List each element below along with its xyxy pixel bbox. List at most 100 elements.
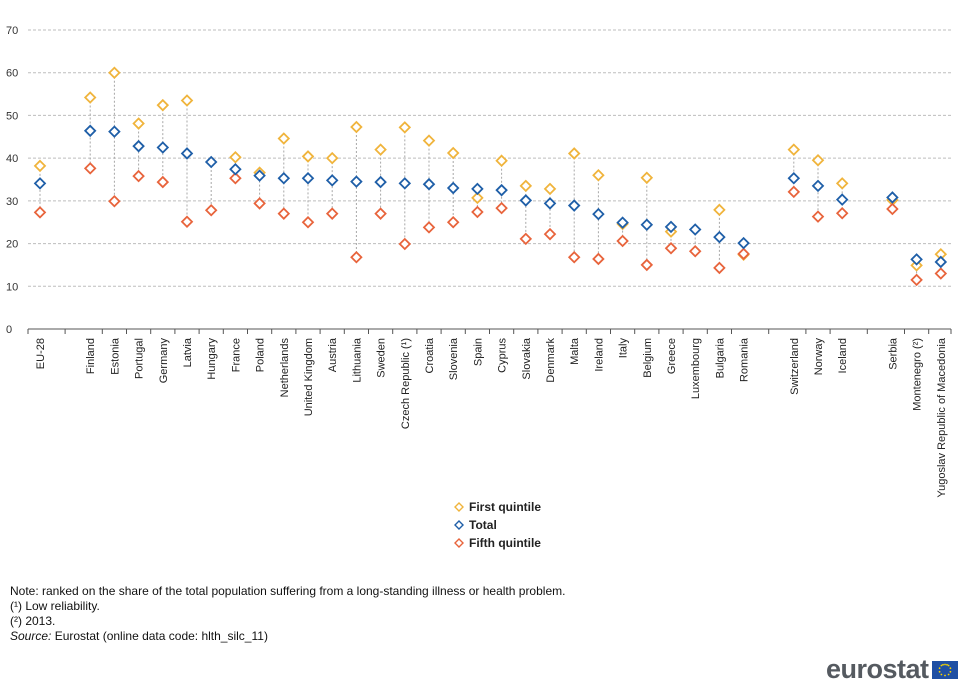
point-first-quintile-belgium — [640, 171, 654, 185]
point-total-belgium — [640, 218, 654, 232]
point-total-greece — [664, 220, 678, 234]
point-first-quintile-cyprus — [495, 154, 508, 167]
point-fifth-quintile-serbia — [886, 202, 899, 216]
point-total-finland — [83, 124, 97, 138]
x-tick-label-czech-republic: Czech Republic (¹) — [400, 338, 412, 429]
point-total-cyprus — [495, 183, 508, 197]
point-total-lithuania — [350, 175, 363, 188]
point-first-quintile-slovenia — [446, 146, 460, 160]
y-tick-label-50: 50 — [6, 110, 18, 122]
chart-notes: Note: ranked on the share of the total p… — [10, 584, 565, 644]
note-low-reliability: (¹) Low reliability. — [10, 599, 100, 613]
point-fifth-quintile-denmark — [543, 227, 557, 241]
x-tick-label-spain: Spain — [472, 338, 484, 366]
point-fifth-quintile-italy — [616, 234, 629, 248]
point-first-quintile-bulgaria — [713, 203, 726, 217]
point-fifth-quintile-bulgaria — [713, 261, 726, 275]
x-tick-label-ireland: Ireland — [593, 338, 605, 372]
point-first-quintile-slovakia — [519, 179, 533, 193]
y-tick-label-60: 60 — [6, 68, 18, 80]
x-tick-label-norway: Norway — [813, 338, 825, 376]
point-fifth-quintile-lithuania — [350, 250, 363, 264]
point-first-quintile-czech-republic — [398, 121, 412, 134]
diamond-icon — [454, 538, 464, 548]
point-total-sweden — [374, 175, 387, 189]
x-tick-label-greece: Greece — [666, 338, 678, 374]
point-fifth-quintile-greece — [664, 241, 678, 255]
point-fifth-quintile-france — [229, 171, 242, 185]
point-fifth-quintile-croatia — [422, 221, 436, 234]
note-source: Source: Eurostat (online data code: hlth… — [10, 629, 565, 644]
point-fifth-quintile-spain — [471, 205, 484, 219]
point-first-quintile-latvia — [180, 94, 194, 107]
x-tick-label-netherlands: Netherlands — [279, 338, 291, 398]
point-total-switzerland — [787, 171, 801, 185]
point-first-quintile-malta — [567, 147, 581, 160]
point-total-ireland — [592, 207, 605, 221]
point-total-bulgaria — [713, 230, 726, 244]
range-lines — [39, 72, 942, 280]
point-total-latvia — [180, 147, 194, 160]
point-total-slovakia — [519, 194, 533, 207]
x-tick-label-united-kingdom: United Kingdom — [303, 338, 315, 416]
x-tick-label-estonia: Estonia — [109, 337, 121, 375]
point-total-iceland — [835, 193, 849, 206]
legend-item-total: Total — [454, 516, 541, 534]
eu-flag-icon — [931, 660, 958, 679]
x-tick-label-slovenia: Slovenia — [448, 337, 460, 380]
point-first-quintile-iceland — [835, 177, 849, 190]
x-tick-label-italy: Italy — [618, 338, 630, 359]
point-fifth-quintile-switzerland — [787, 185, 801, 199]
point-total-austria — [325, 174, 339, 187]
point-fifth-quintile-ireland — [592, 252, 605, 266]
point-first-quintile-germany — [156, 98, 170, 112]
point-total-netherlands — [277, 171, 291, 185]
point-fifth-quintile-netherlands — [277, 207, 291, 220]
point-fifth-quintile-eu-28 — [33, 206, 47, 219]
point-fifth-quintile-luxembourg — [688, 244, 702, 258]
point-total-malta — [567, 199, 581, 212]
point-first-quintile-spain — [471, 191, 484, 205]
point-first-quintile-switzerland — [787, 143, 801, 156]
point-total-italy — [616, 216, 629, 229]
gridlines — [27, 29, 952, 334]
y-tick-label-10: 10 — [6, 281, 18, 293]
y-tick-label-70: 70 — [6, 25, 18, 37]
point-fifth-quintile-slovenia — [446, 215, 460, 229]
point-fifth-quintile-united-kingdom — [301, 215, 315, 229]
point-fifth-quintile-czech-republic — [398, 237, 412, 251]
point-total-luxembourg — [688, 223, 702, 236]
point-fifth-quintile-belgium — [640, 258, 654, 272]
y-tick-label-0: 0 — [6, 324, 12, 336]
x-tick-label-malta: Malta — [569, 337, 581, 365]
diamond-icon — [454, 520, 464, 530]
x-tick-label-latvia: Latvia — [182, 337, 194, 367]
y-tick-label-30: 30 — [6, 196, 18, 208]
x-tick-label-lithuania: Lithuania — [351, 337, 363, 383]
point-first-quintile-portugal — [132, 117, 145, 130]
point-first-quintile-united-kingdom — [301, 150, 315, 163]
point-fifth-quintile-hungary — [204, 203, 218, 217]
point-fifth-quintile-germany — [156, 175, 170, 189]
x-tick-label-cyprus: Cyprus — [497, 338, 509, 373]
point-total-former-yugoslav-republic-of-macedonia — [934, 255, 948, 269]
point-total-norway — [811, 179, 825, 193]
legend-item-first-quintile: First quintile — [454, 498, 541, 516]
point-first-quintile-norway — [811, 154, 825, 167]
x-tick-label-serbia: Serbia — [887, 337, 899, 370]
legend-item-fifth-quintile: Fifth quintile — [454, 534, 541, 552]
y-tick-label-20: 20 — [6, 239, 18, 251]
x-tick-label-austria: Austria — [327, 337, 339, 372]
legend-label: First quintile — [469, 500, 541, 514]
note-ranking: Note: ranked on the share of the total p… — [10, 584, 566, 598]
point-total-serbia — [886, 191, 899, 204]
x-tick-label-germany: Germany — [158, 338, 170, 384]
x-tick-label-eu-28: EU-28 — [35, 338, 47, 369]
point-fifth-quintile-malta — [567, 250, 581, 264]
x-tick-label-luxembourg: Luxembourg — [690, 338, 702, 399]
eurostat-logo: eurostat — [826, 654, 958, 685]
point-first-quintile-france — [229, 151, 242, 164]
point-total-poland — [253, 169, 266, 182]
point-first-quintile-finland — [83, 91, 97, 104]
point-first-quintile-sweden — [374, 143, 387, 156]
